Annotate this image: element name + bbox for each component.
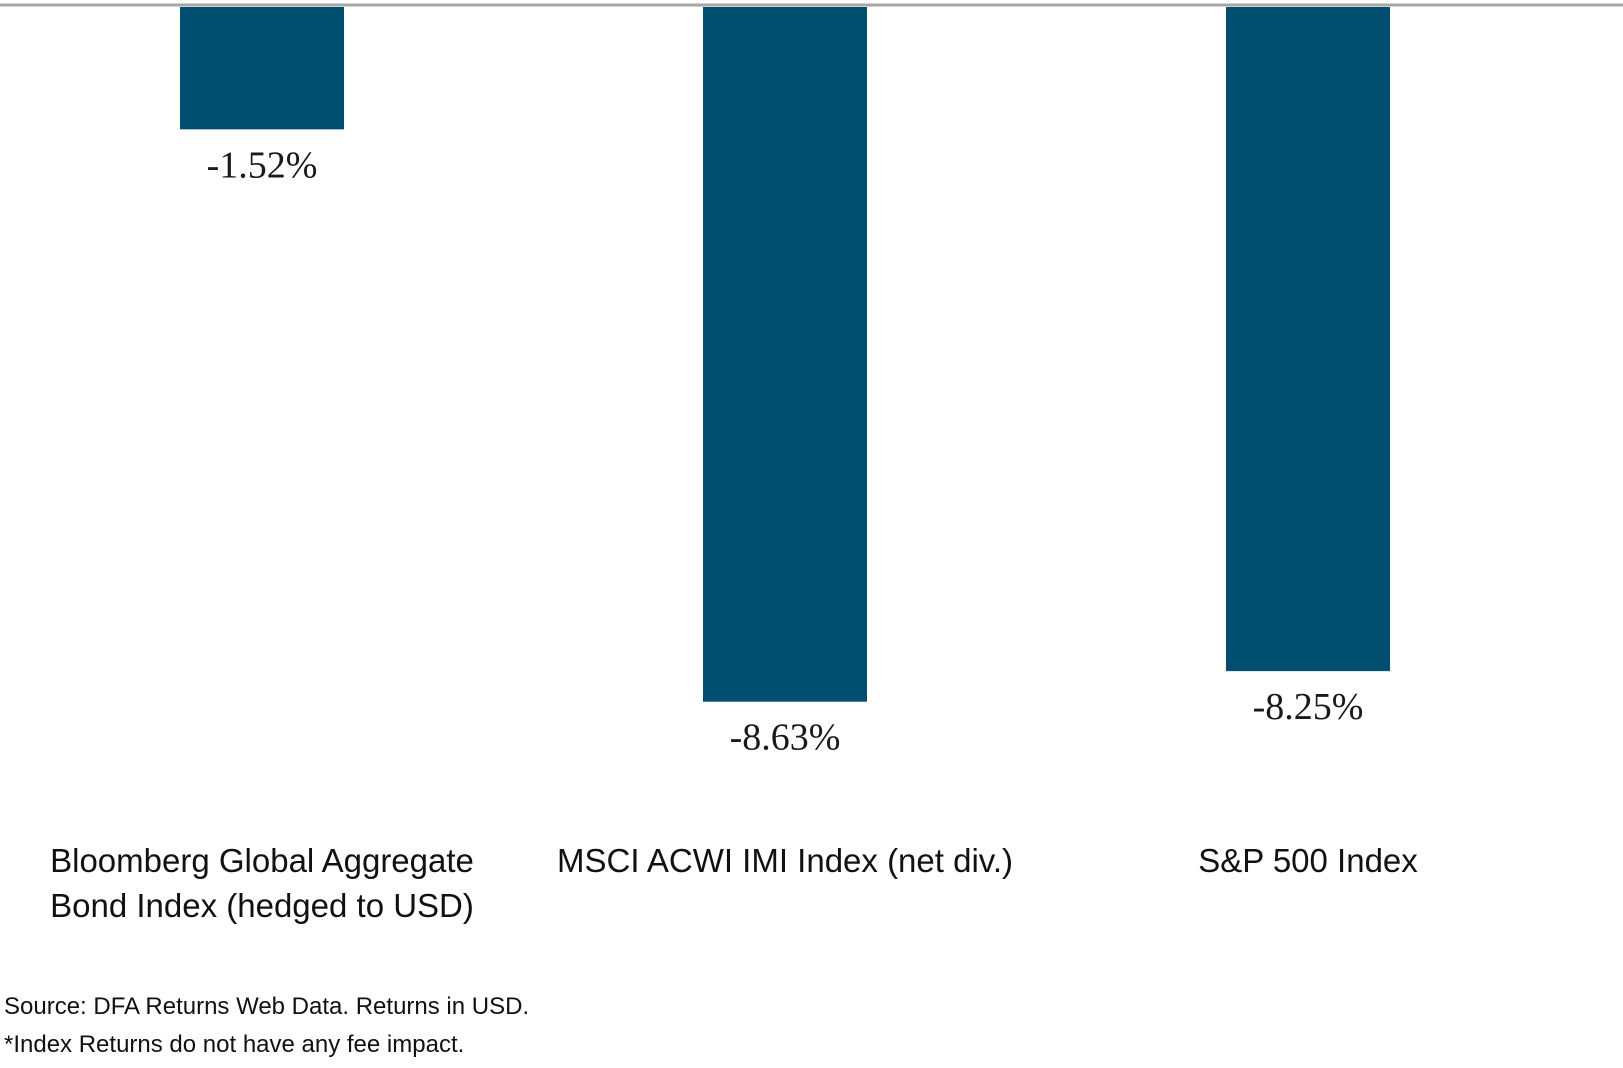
fee-note: *Index Returns do not have any fee impac…	[4, 1031, 465, 1058]
source-note: Source: DFA Returns Web Data. Returns in…	[4, 993, 530, 1020]
data-label-1: -1.52%	[207, 144, 318, 186]
data-label-3: -8.25%	[1253, 686, 1364, 728]
bars-group	[180, 7, 1390, 702]
category-label-1-line-2: Bond Index (hedged to USD)	[50, 887, 474, 924]
category-label-3-line-1: S&P 500 Index	[1198, 842, 1418, 879]
category-labels-group: Bloomberg Global Aggregate Bond Index (he…	[50, 842, 1418, 924]
bar-1	[180, 7, 344, 130]
category-label-1-line-1: Bloomberg Global Aggregate	[50, 842, 474, 879]
category-label-2-line-1: MSCI ACWI IMI Index (net div.)	[557, 842, 1013, 879]
bar-2	[703, 7, 867, 702]
data-label-2: -8.63%	[730, 717, 841, 759]
data-labels-group: -1.52% -8.63% -8.25%	[207, 144, 1364, 758]
bar-3	[1226, 7, 1390, 672]
